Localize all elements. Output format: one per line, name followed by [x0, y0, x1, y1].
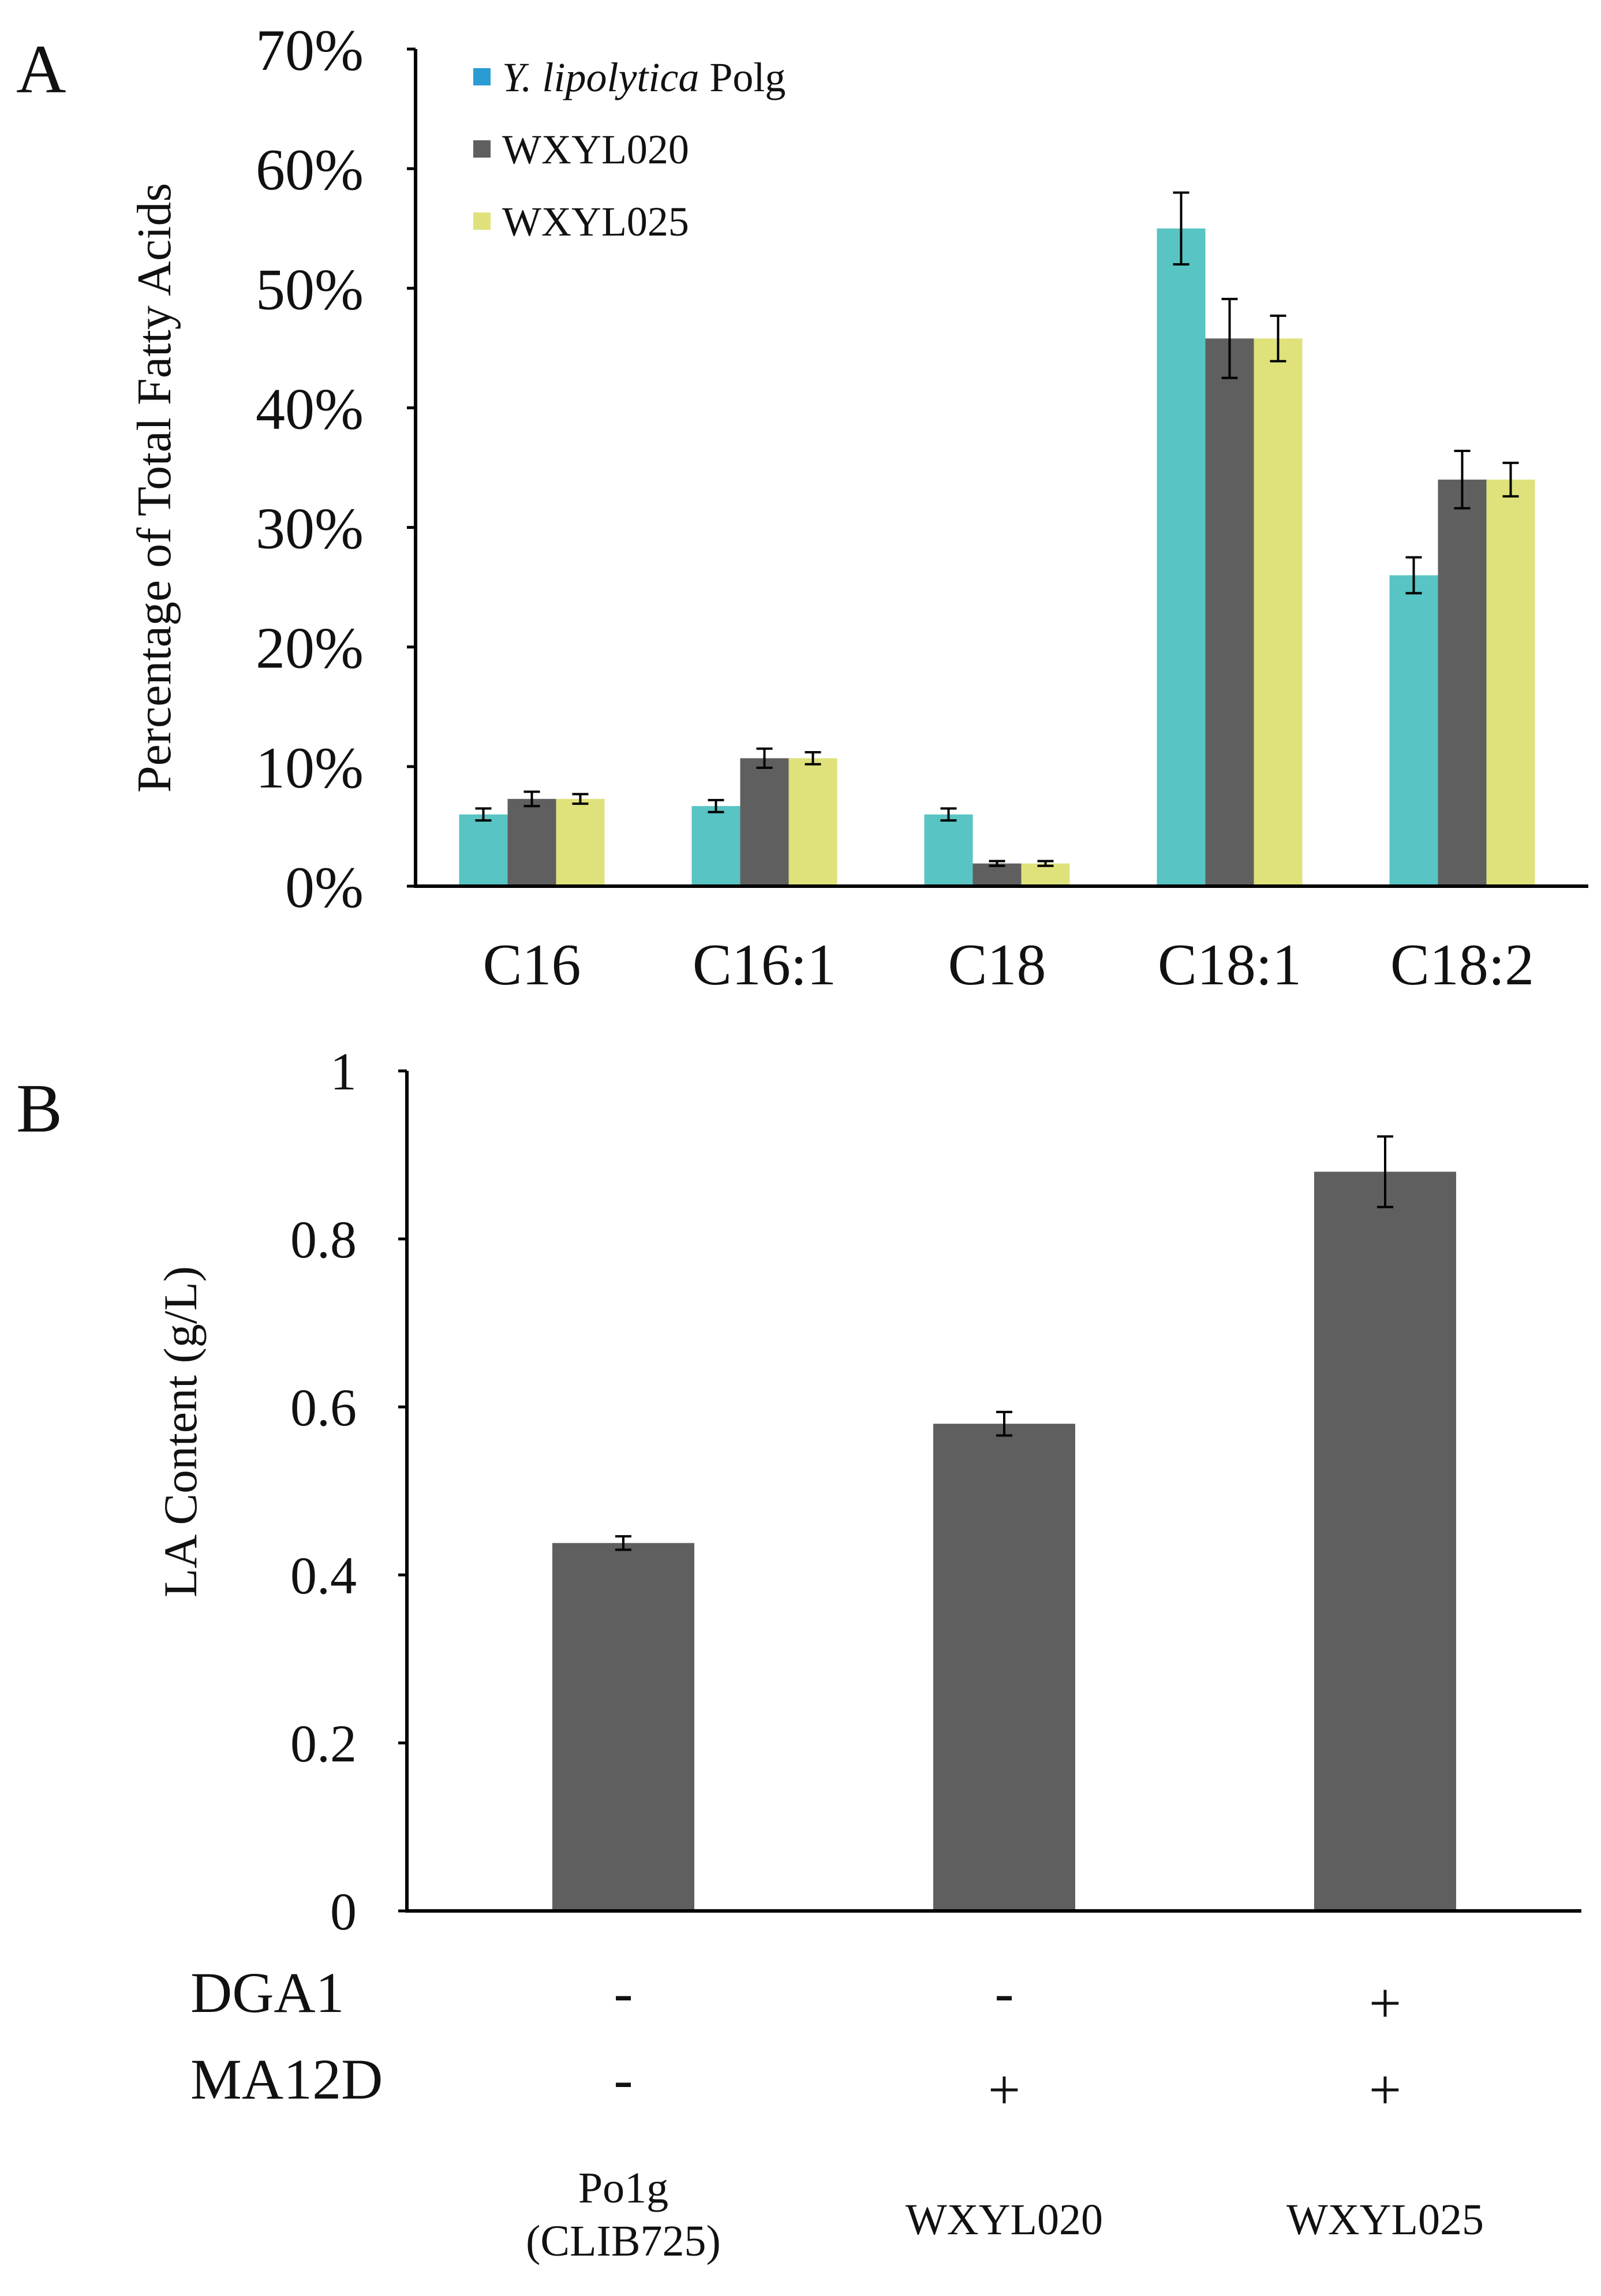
error-bar-wxyl020 [996, 1410, 1012, 1437]
bar-c18-wxyl025 [1021, 863, 1070, 886]
panel-a-error-bars [475, 191, 1519, 867]
sample-label-po1g-clib725: Po1g (CLIB725) [526, 2164, 721, 2265]
genotype-sign-dga1-po1g-clib725: - [614, 1961, 633, 2025]
error-bar-c18-wxyl020 [989, 860, 1005, 867]
genotype-sign-ma12d-po1g-clib725: - [614, 2047, 633, 2111]
panel-b-letter: B [16, 1070, 62, 1147]
bar-c18-2-wxyl020 [1438, 479, 1487, 886]
bar-c18-1-wxyl020 [1205, 338, 1254, 886]
bar-c18-wxyl020 [972, 863, 1022, 886]
genotype-row-ma12d: MA12D - + + [190, 2047, 1401, 2122]
error-bar-c18-wxyl025 [1037, 860, 1054, 867]
sample-label-wxyl025: WXYL025 [1286, 2196, 1484, 2244]
legend-label-wxyl020: WXYL020 [502, 126, 689, 173]
panel-a-legend: Y. lipolytica Polg WXYL020 WXYL025 [473, 54, 785, 245]
bar-c18-y-lipolytica-polg [924, 814, 973, 886]
category-label-c16-1: C16:1 [693, 932, 836, 998]
bar-wxyl025 [1314, 1171, 1456, 1911]
error-bar-po1g-clib725 [615, 1535, 631, 1551]
bar-c16-wxyl020 [507, 798, 556, 886]
panel-a-y-tick-label: 0% [285, 855, 364, 920]
bar-c16-1-wxyl025 [788, 758, 837, 886]
error-bar-c18-1-y-lipolytica-polg [1173, 191, 1189, 266]
panel-b-y-tick-label: 0.4 [290, 1546, 357, 1605]
panel-b-y-tick-label: 0.6 [290, 1378, 357, 1437]
legend-swatch-polg [473, 68, 491, 85]
sample-label-line: WXYL020 [906, 2196, 1103, 2244]
sample-label-line: WXYL025 [1286, 2196, 1484, 2244]
sample-label-line: Po1g [578, 2164, 668, 2212]
genotype-sign-ma12d-wxyl025: + [1369, 2058, 1401, 2122]
panel-a-y-ticks: 0% 10% 20% 30% 40% 50% 60% 70% [256, 18, 416, 920]
panel-a-bars [459, 228, 1535, 886]
panel-a-y-tick-label: 10% [256, 736, 364, 801]
panel-a-y-tick-label: 60% [256, 137, 364, 203]
panel-b-y-ticks: 0 0.2 0.4 0.6 0.8 1 [290, 1042, 407, 1941]
error-bar-c16-wxyl020 [523, 790, 540, 808]
error-bar-c16-1-wxyl025 [805, 751, 821, 766]
panel-b: B LA Content (g/L) 0 0.2 0.4 0.6 0.8 1 DGA1 - -… [16, 1042, 1581, 2265]
sample-label-wxyl020: WXYL020 [906, 2196, 1103, 2244]
genotype-sign-ma12d-wxyl020: + [988, 2058, 1020, 2122]
panel-a-y-tick-label: 70% [256, 18, 364, 83]
panel-a: A Percentage of Total Fatty Acids 0% 10% 2… [16, 18, 1588, 998]
panel-b-y-tick-label: 0.2 [290, 1714, 357, 1773]
panel-b-sample-labels: Po1g (CLIB725) WXYL020 WXYL025 [526, 2164, 1484, 2265]
error-bar-c16-wxyl025 [572, 793, 589, 805]
bar-c16-wxyl025 [556, 798, 605, 886]
category-label-c16: C16 [482, 932, 581, 998]
panel-a-y-tick-label: 50% [256, 257, 364, 322]
panel-b-y-tick-label: 1 [330, 1042, 357, 1101]
error-bar-c16-1-wxyl020 [756, 747, 773, 769]
panel-b-y-axis-label: LA Content (g/L) [154, 1266, 207, 1597]
bar-c16-1-wxyl020 [740, 758, 789, 886]
category-label-c18: C18 [948, 932, 1046, 998]
error-bar-c18-2-wxyl020 [1454, 450, 1471, 510]
genotype-label-dga1: DGA1 [190, 1961, 345, 2025]
panel-b-y-tick-label: 0 [330, 1882, 357, 1941]
genotype-sign-dga1-wxyl020: - [994, 1961, 1013, 2025]
panel-a-letter: A [16, 31, 66, 107]
panel-a-category-labels: C16 C16:1 C18 C18:1 C18:2 [482, 932, 1534, 998]
panel-b-y-tick-label: 0.8 [290, 1210, 357, 1269]
error-bar-c16-y-lipolytica-polg [475, 807, 492, 822]
legend-swatch-wxyl025 [473, 212, 491, 230]
legend-label-wxyl025: WXYL025 [502, 199, 689, 245]
legend-swatch-wxyl020 [473, 140, 491, 158]
error-bar-c18-2-wxyl025 [1502, 461, 1519, 498]
bar-c18-1-wxyl025 [1254, 338, 1303, 886]
category-label-c18-2: C18:2 [1390, 932, 1534, 998]
genotype-sign-dga1-wxyl025: + [1369, 1971, 1401, 2035]
category-label-c18-1: C18:1 [1158, 932, 1301, 998]
genotype-row-dga1: DGA1 - - + [190, 1961, 1401, 2035]
legend-label-polg: Y. lipolytica Polg [502, 54, 785, 100]
bar-po1g-clib725 [552, 1543, 694, 1911]
error-bar-c18-1-wxyl025 [1270, 314, 1286, 363]
panel-b-error-bars [615, 1135, 1393, 1551]
bar-c16-1-y-lipolytica-polg [691, 806, 740, 886]
panel-a-y-tick-label: 30% [256, 496, 364, 562]
panel-a-y-tick-label: 40% [256, 376, 364, 442]
genotype-label-ma12d: MA12D [190, 2047, 383, 2111]
bar-c18-1-y-lipolytica-polg [1157, 228, 1206, 886]
error-bar-c18-2-y-lipolytica-polg [1405, 556, 1422, 595]
bar-c18-2-wxyl025 [1486, 479, 1535, 886]
panel-b-bars [552, 1171, 1456, 1911]
bar-c16-y-lipolytica-polg [459, 814, 508, 886]
bar-wxyl020 [933, 1424, 1075, 1911]
error-bar-c18-1-wxyl020 [1221, 297, 1238, 379]
error-bar-c16-1-y-lipolytica-polg [708, 798, 724, 813]
panel-b-genotype-rows: DGA1 - - + MA12D - + + [190, 1961, 1401, 2122]
error-bar-wxyl025 [1377, 1135, 1393, 1208]
sample-label-line: (CLIB725) [526, 2217, 721, 2265]
panel-a-y-tick-label: 20% [256, 616, 364, 681]
error-bar-c18-y-lipolytica-polg [940, 807, 957, 822]
bar-c18-2-y-lipolytica-polg [1389, 575, 1438, 886]
panel-a-y-axis-label: Percentage of Total Fatty Acids [128, 183, 181, 793]
